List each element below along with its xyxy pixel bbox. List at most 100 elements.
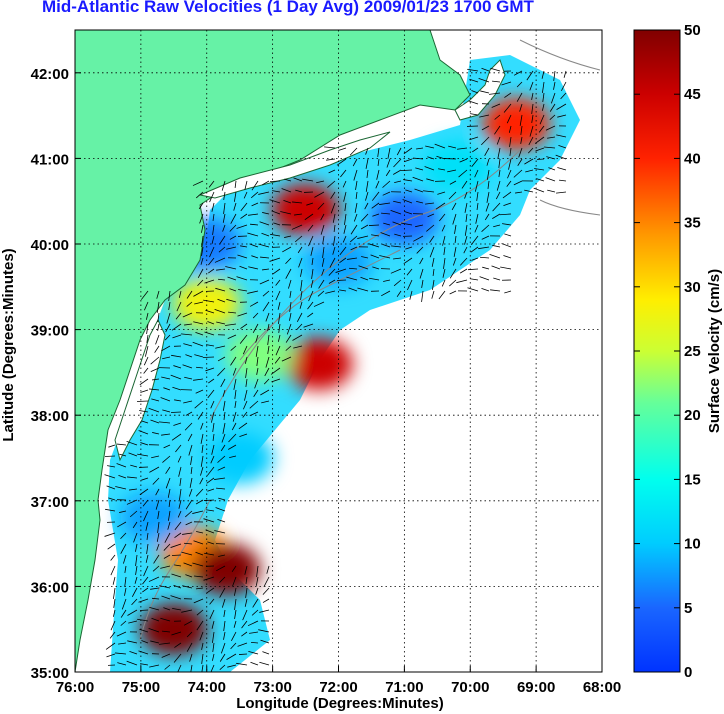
velocity-vector bbox=[234, 609, 237, 619]
velocity-vector bbox=[470, 113, 479, 116]
velocity-vector bbox=[159, 421, 171, 424]
velocity-vector bbox=[233, 202, 237, 211]
velocity-vector bbox=[262, 290, 270, 297]
x-tick-label: 71:00 bbox=[385, 679, 423, 696]
velocity-vector bbox=[295, 189, 303, 193]
velocity-vector bbox=[448, 145, 457, 149]
velocity-vector bbox=[161, 376, 171, 380]
velocity-vector bbox=[174, 521, 182, 531]
velocity-vector bbox=[507, 169, 512, 179]
velocity-vector bbox=[163, 554, 171, 559]
velocity-vector bbox=[355, 180, 358, 190]
velocity-vector bbox=[317, 202, 325, 210]
velocity-vector bbox=[255, 334, 259, 343]
velocity-vector bbox=[163, 543, 171, 551]
velocity-vector bbox=[459, 257, 468, 266]
velocity-vector bbox=[194, 354, 204, 358]
velocity-vector bbox=[324, 146, 336, 149]
speed-patch bbox=[225, 329, 294, 382]
velocity-vector bbox=[145, 554, 149, 563]
velocity-vector bbox=[425, 202, 435, 205]
velocity-vector bbox=[479, 114, 490, 118]
velocity-vector bbox=[173, 422, 182, 426]
velocity-vector bbox=[381, 212, 391, 215]
velocity-vector bbox=[515, 191, 523, 194]
velocity-vector bbox=[332, 213, 336, 223]
velocity-vector bbox=[449, 180, 457, 185]
velocity-vector bbox=[142, 576, 149, 585]
velocity-vector bbox=[108, 497, 116, 501]
velocity-vector bbox=[249, 243, 259, 248]
velocity-vector bbox=[294, 213, 303, 216]
velocity-vector bbox=[116, 631, 127, 637]
velocity-vector bbox=[508, 158, 512, 170]
velocity-vector bbox=[112, 609, 116, 617]
velocity-vector bbox=[230, 213, 237, 224]
velocity-vector bbox=[167, 488, 171, 498]
velocity-vector bbox=[220, 378, 226, 388]
velocity-vector bbox=[110, 620, 116, 631]
velocity-vector bbox=[403, 147, 413, 155]
velocity-vector bbox=[115, 486, 127, 490]
velocity-vector bbox=[187, 433, 193, 442]
velocity-vector bbox=[171, 323, 182, 331]
velocity-vector bbox=[266, 565, 270, 574]
colorbar-tick-label: 30 bbox=[684, 279, 701, 296]
velocity-vector bbox=[150, 587, 160, 590]
velocity-vector bbox=[402, 199, 413, 204]
velocity-vector bbox=[195, 331, 204, 336]
velocity-vector bbox=[328, 169, 336, 174]
velocity-vector bbox=[139, 378, 149, 386]
velocity-vector bbox=[171, 433, 182, 441]
velocity-vector bbox=[498, 169, 501, 177]
velocity-vector bbox=[217, 278, 226, 281]
velocity-vector bbox=[427, 156, 435, 160]
velocity-vector bbox=[310, 246, 314, 256]
velocity-vector bbox=[454, 224, 457, 234]
velocity-vector bbox=[210, 400, 215, 409]
velocity-vector bbox=[357, 287, 369, 292]
velocity-vector bbox=[492, 202, 501, 212]
velocity-vector bbox=[171, 573, 182, 578]
velocity-vector bbox=[393, 257, 402, 260]
velocity-vector bbox=[383, 279, 391, 282]
velocity-vector bbox=[550, 92, 556, 104]
velocity-vector bbox=[184, 510, 193, 518]
velocity-vector bbox=[534, 168, 545, 171]
velocity-vector bbox=[317, 290, 325, 297]
velocity-vector bbox=[509, 147, 512, 156]
velocity-vector bbox=[396, 290, 402, 298]
velocity-vector bbox=[200, 433, 204, 444]
velocity-vector bbox=[189, 653, 193, 662]
velocity-vector bbox=[178, 499, 182, 509]
velocity-vector bbox=[223, 202, 226, 214]
velocity-vector bbox=[516, 81, 523, 88]
velocity-vector bbox=[150, 419, 160, 424]
velocity-vector bbox=[407, 279, 413, 291]
velocity-vector bbox=[127, 640, 138, 644]
velocity-vector bbox=[255, 587, 259, 595]
velocity-vector bbox=[155, 499, 160, 510]
velocity-vector bbox=[338, 147, 347, 151]
velocity-vector bbox=[471, 257, 479, 261]
colorbar-tick-label: 45 bbox=[684, 86, 701, 103]
velocity-vector bbox=[221, 598, 226, 608]
velocity-vector bbox=[248, 213, 259, 216]
velocity-vector bbox=[283, 199, 292, 204]
velocity-vector bbox=[470, 278, 479, 281]
velocity-vector bbox=[275, 290, 281, 301]
velocity-vector bbox=[157, 510, 160, 519]
velocity-vector bbox=[549, 114, 556, 120]
velocity-vector bbox=[425, 145, 435, 149]
velocity-vector bbox=[263, 576, 270, 587]
velocity-vector bbox=[229, 224, 237, 232]
velocity-vector bbox=[380, 232, 391, 237]
velocity-vector bbox=[115, 652, 127, 655]
velocity-vector bbox=[325, 290, 336, 294]
x-tick-label: 75:00 bbox=[122, 679, 160, 696]
velocity-vector bbox=[458, 169, 468, 178]
velocity-vector bbox=[240, 245, 248, 248]
velocity-vector bbox=[432, 268, 435, 276]
velocity-vector bbox=[285, 345, 292, 351]
velocity-vector bbox=[161, 653, 171, 658]
